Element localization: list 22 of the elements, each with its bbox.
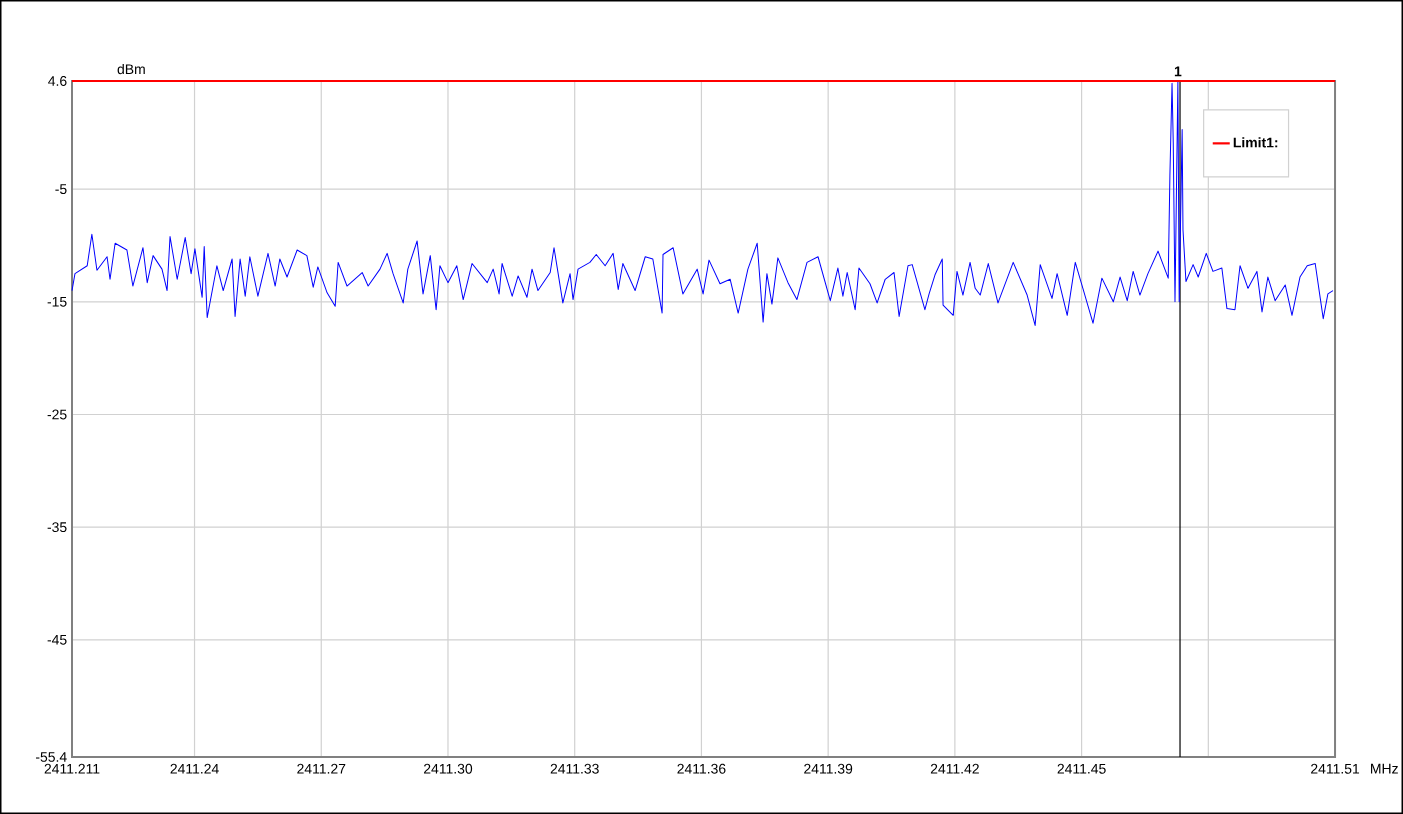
y-tick-label: 4.6	[48, 76, 67, 86]
x-tick-label: 2411.211	[44, 763, 100, 774]
y-tick-label: -45	[47, 634, 67, 645]
line-series	[71, 80, 1334, 326]
y-tick-label: -55.4	[35, 752, 67, 762]
x-tick-label: 2411.39	[804, 763, 853, 774]
annotation: 1	[1174, 66, 1182, 77]
y-tick-label: -25	[47, 409, 67, 420]
legend-label: Limit1:	[1233, 137, 1278, 148]
x-tick-label: 2411.42	[930, 763, 979, 774]
y-tick-label: -15	[47, 296, 67, 307]
x-tick-label: 2411.36	[677, 763, 726, 774]
x-tick-label: 2411.51	[1311, 763, 1360, 774]
x-tick-label: 2411.27	[297, 763, 346, 774]
y-axis-title: dBm	[117, 63, 145, 75]
x-tick-label: 2411.24	[170, 763, 219, 774]
x-tick-label: 2411.30	[423, 763, 473, 774]
x-tick-label: 2411.45	[1057, 763, 1106, 774]
x-axis-title: MHz	[1371, 763, 1398, 774]
x-tick-label: 2411.33	[550, 763, 599, 774]
y-tick-label: -35	[47, 522, 67, 533]
y-tick-label: -5	[55, 184, 67, 195]
